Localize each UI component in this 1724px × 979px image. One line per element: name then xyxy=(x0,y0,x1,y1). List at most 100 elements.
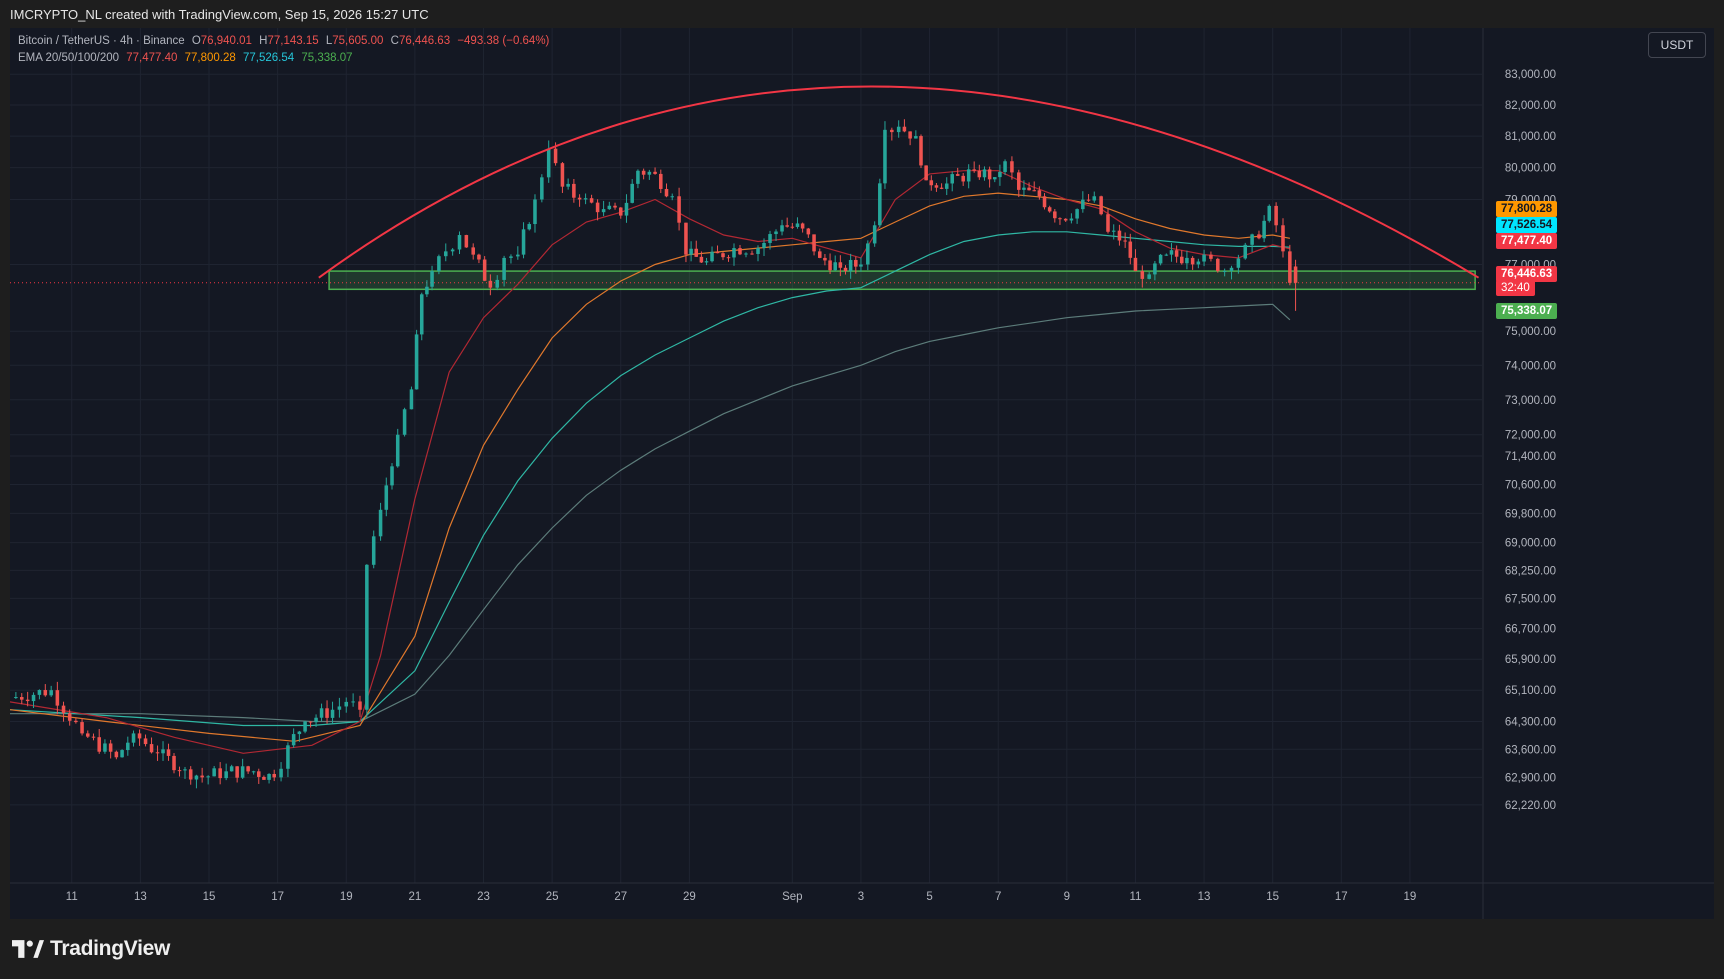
candle-up xyxy=(774,231,778,235)
candle-down xyxy=(1288,251,1292,283)
ema200-line xyxy=(10,303,1291,723)
ema-legend-line: EMA 20/50/100/200 77,477.40 77,800.28 77… xyxy=(18,50,553,67)
last-candle-body xyxy=(1293,266,1298,283)
candle-up xyxy=(914,136,918,139)
candle-up xyxy=(744,253,748,255)
candle-down xyxy=(358,701,362,710)
candle-down xyxy=(19,697,24,700)
time-tick-label: Sep xyxy=(782,891,802,903)
candle-down xyxy=(1140,271,1145,279)
grid-lines xyxy=(10,28,1482,883)
high-value: 77,143.15 xyxy=(267,35,319,47)
candle-up xyxy=(896,126,901,133)
candle-down xyxy=(823,257,827,261)
candle-up xyxy=(1075,209,1079,219)
price-tick-label: 69,800.00 xyxy=(1505,508,1556,520)
time-tick-label: 19 xyxy=(340,891,353,903)
candle-down xyxy=(1058,218,1062,220)
candle-up xyxy=(704,261,709,263)
candle-down xyxy=(1063,218,1068,221)
candle-down xyxy=(1179,256,1184,264)
candle-up xyxy=(378,509,383,537)
candle-up xyxy=(1267,205,1272,221)
candle-up xyxy=(768,234,772,243)
time-tick-label: 9 xyxy=(1064,891,1070,903)
time-tick-label: 27 xyxy=(614,891,627,903)
candle-down xyxy=(1128,241,1133,258)
candle-down xyxy=(200,775,204,778)
candle-up xyxy=(131,733,136,743)
candle-down xyxy=(325,708,329,718)
candle-up xyxy=(337,706,342,710)
tradingview-logo[interactable]: TradingView xyxy=(12,937,170,961)
candle-up xyxy=(1092,196,1097,201)
price-tick-label: 63,600.00 xyxy=(1505,744,1556,756)
open-value: 76,940.01 xyxy=(200,35,252,47)
candle-up xyxy=(502,257,506,280)
candle-down xyxy=(577,197,582,200)
candle-down xyxy=(1032,190,1036,192)
ema20-value: 77,477.40 xyxy=(126,52,178,64)
candle-up xyxy=(1022,187,1026,190)
candle-down xyxy=(890,129,894,133)
time-tick-label: 17 xyxy=(271,891,284,903)
price-tick-label: 62,900.00 xyxy=(1505,772,1556,784)
ema50-value: 77,800.28 xyxy=(184,52,236,64)
close-label: C xyxy=(390,35,399,47)
candle-down xyxy=(166,749,171,756)
candle-up xyxy=(291,734,296,746)
candle-up xyxy=(443,251,448,257)
price-tick-label: 72,000.00 xyxy=(1505,430,1556,442)
time-tick-label: 11 xyxy=(66,891,78,903)
candle-up xyxy=(126,742,130,751)
candle-up xyxy=(1262,220,1266,239)
candle-down xyxy=(177,770,182,772)
candle-up xyxy=(982,169,987,178)
currency-unit-button[interactable]: USDT xyxy=(1648,32,1706,58)
candle-up xyxy=(267,773,271,780)
chart-area[interactable]: 83,000.0082,000.0081,000.0080,000.0079,0… xyxy=(10,28,1714,919)
candle-down xyxy=(86,733,90,737)
candle-up xyxy=(1236,258,1241,268)
price-tick-label: 68,250.00 xyxy=(1505,565,1556,577)
author-caption: IMCRYPTO_NL created with TradingView.com… xyxy=(10,7,429,22)
candle-up xyxy=(509,256,513,258)
candle-down xyxy=(1123,240,1127,242)
candle-up xyxy=(780,225,784,232)
candle-up xyxy=(37,690,42,695)
candle-up xyxy=(31,694,36,702)
ema100-value: 77,526.54 xyxy=(242,52,295,64)
candle-down xyxy=(80,722,84,734)
candle-down xyxy=(919,136,923,166)
last-price-tag: 76,446.63 xyxy=(1496,266,1558,282)
candle-down xyxy=(961,175,965,182)
candle-up xyxy=(1081,199,1085,210)
price-tick-label: 64,300.00 xyxy=(1505,717,1556,729)
candle-down xyxy=(464,235,469,248)
candle-down xyxy=(750,253,754,255)
candle-down xyxy=(1106,214,1110,232)
candle-up xyxy=(1003,161,1007,172)
candle-up xyxy=(1169,250,1174,255)
candle-up xyxy=(583,198,588,200)
candle-down xyxy=(1257,234,1261,239)
candle-up xyxy=(1250,234,1254,245)
candle-up xyxy=(206,776,210,778)
candle-down xyxy=(618,207,623,216)
candle-up xyxy=(183,769,187,771)
candle-up xyxy=(533,199,537,225)
candlestick-chart[interactable]: 83,000.0082,000.0081,000.0080,000.0079,0… xyxy=(10,28,1714,919)
footer-bar: TradingView xyxy=(0,919,1724,979)
chart-legend: Bitcoin / TetherUS · 4h · Binance O76,94… xyxy=(18,33,553,67)
candle-down xyxy=(653,171,657,174)
candle-down xyxy=(738,248,742,255)
candle-down xyxy=(1042,196,1047,208)
candle-down xyxy=(553,148,558,164)
candle-down xyxy=(699,256,704,263)
candle-up xyxy=(1111,230,1116,232)
candle-up xyxy=(344,701,349,707)
candle-up xyxy=(390,466,394,486)
candle-up xyxy=(966,169,971,182)
candle-up xyxy=(457,235,462,250)
candle-up xyxy=(944,183,949,189)
